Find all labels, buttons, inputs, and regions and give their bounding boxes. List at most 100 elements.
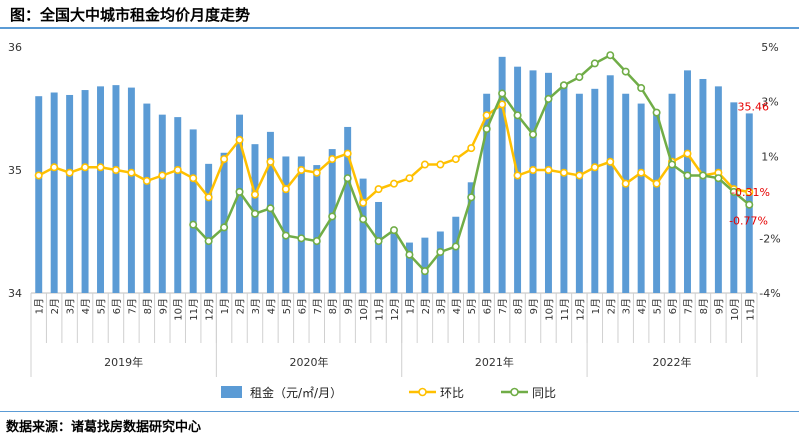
rent-bar: [251, 144, 259, 293]
rent-bar: [266, 131, 274, 293]
yoy-point: [420, 267, 429, 276]
yoy-point: [529, 130, 538, 139]
x-month-label: 11月: [744, 298, 756, 321]
yoy-point: [266, 204, 275, 213]
legend-bar-swatch: [221, 386, 242, 398]
year-label: 2020年: [290, 355, 329, 369]
mom-point: [590, 163, 599, 172]
yoy-point: [698, 171, 707, 180]
yoy-point: [297, 234, 306, 243]
x-month-label: 3月: [435, 298, 447, 314]
x-month-label: 8月: [698, 298, 710, 314]
rent-bar: [220, 152, 228, 293]
rent-bar: [421, 237, 429, 293]
x-month-label: 1月: [219, 298, 231, 314]
rent-bar: [328, 149, 336, 293]
rent-bar: [174, 117, 182, 293]
yoy-point: [343, 174, 352, 183]
mom-point: [637, 168, 646, 177]
yoy-point: [544, 94, 553, 103]
x-month-label: 5月: [96, 298, 108, 314]
mom-point: [142, 176, 151, 185]
mom-point: [343, 149, 352, 158]
x-month-label: 8月: [142, 298, 154, 314]
bars-layer: [35, 56, 753, 294]
rent-bar: [483, 93, 491, 294]
yoy-point: [281, 231, 290, 240]
rent-bar: [684, 70, 691, 293]
rent-bar: [529, 70, 537, 293]
yoy-point: [328, 212, 337, 221]
yoy-point: [250, 209, 259, 218]
yoy-point: [389, 226, 398, 235]
x-month-label: 6月: [111, 298, 123, 314]
x-month-label: 10月: [358, 298, 370, 321]
yoy-point: [621, 67, 630, 76]
year-label: 2021年: [475, 355, 514, 369]
rent-bar: [467, 182, 475, 293]
last-yoy-label: -0.77%: [729, 215, 768, 228]
x-month-label: 12月: [389, 298, 401, 321]
rent-bar: [282, 156, 290, 293]
y-right-tick-label: -2%: [759, 232, 780, 245]
mom-point: [559, 168, 568, 177]
rent-bar: [606, 75, 614, 293]
x-month-label: 9月: [343, 298, 355, 314]
x-month-label: 7月: [312, 298, 324, 314]
x-month-label: 10月: [173, 298, 185, 321]
y-right-tick-label: 3%: [761, 96, 778, 109]
mom-point: [96, 163, 105, 172]
legend-rent-label: 租金（元/㎡/月）: [250, 385, 342, 400]
x-month-label: 5月: [281, 298, 293, 314]
rent-bar: [375, 201, 383, 293]
mom-point: [235, 135, 244, 144]
rent-bar: [81, 90, 89, 293]
yoy-point: [235, 187, 244, 196]
mom-point: [513, 171, 522, 180]
mom-point: [359, 198, 368, 207]
mom-point: [745, 188, 754, 197]
yoy-point: [220, 223, 229, 232]
mom-point: [266, 157, 275, 166]
yoy-point: [204, 237, 213, 246]
year-label: 2022年: [653, 355, 692, 369]
rent-bar: [498, 56, 506, 294]
rent-bar: [452, 216, 460, 293]
mom-point: [482, 111, 491, 120]
yoy-point: [513, 111, 522, 120]
x-month-label: 5月: [652, 298, 664, 314]
rent-bar: [622, 93, 630, 294]
rent-bar: [97, 86, 104, 293]
rent-bar: [112, 85, 120, 293]
rent-bar: [236, 114, 244, 294]
x-month-label: 11月: [374, 298, 386, 321]
mom-point: [544, 166, 553, 175]
title-divider: [0, 27, 799, 29]
yoy-point: [312, 237, 321, 246]
mom-point: [220, 155, 229, 164]
y-right-tick-label: 5%: [761, 41, 778, 54]
yoy-point: [405, 250, 414, 259]
x-month-label: 3月: [621, 298, 633, 314]
y-left-tick-label: 36: [8, 41, 22, 54]
rent-bar: [205, 163, 213, 293]
rent-bar: [35, 96, 43, 293]
x-month-label: 1月: [590, 298, 602, 314]
y-right-tick-label: 1%: [761, 150, 778, 163]
chart-title: 图：全国大中城市租金均价月度走势: [10, 6, 251, 24]
mom-point: [575, 171, 584, 180]
yoy-point: [559, 81, 568, 90]
legend-yoy-marker: [510, 387, 519, 397]
rent-bar: [189, 129, 197, 293]
y-right-tick-label: -4%: [759, 287, 780, 300]
mom-point: [529, 166, 538, 175]
yoy-point: [606, 51, 615, 60]
rent-bar: [637, 103, 645, 293]
yoy-point: [637, 83, 646, 92]
lines-layer: [34, 51, 754, 276]
mom-point: [158, 171, 167, 180]
yoy-point: [729, 187, 738, 196]
rent-bar: [699, 78, 707, 293]
yoy-point: [745, 200, 754, 209]
